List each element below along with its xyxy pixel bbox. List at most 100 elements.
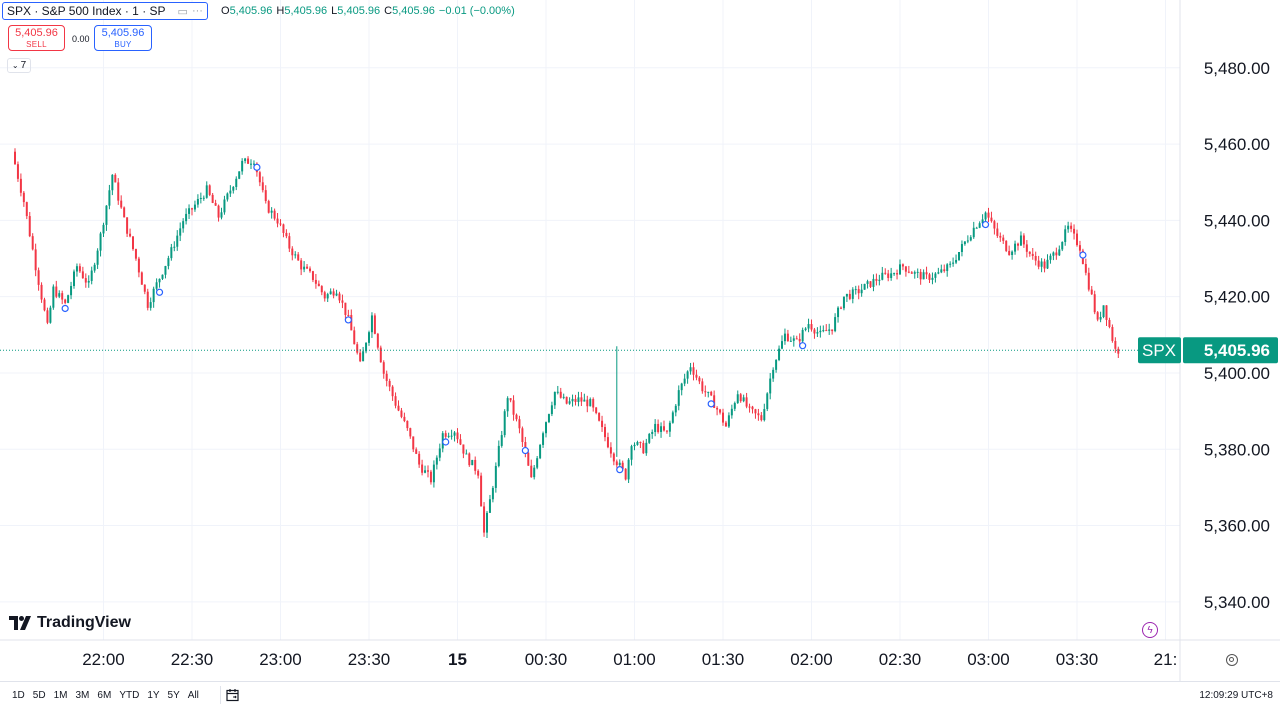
candle-body xyxy=(238,171,241,179)
candle-body xyxy=(946,264,949,272)
candle-body xyxy=(834,317,837,332)
tradingview-logo[interactable]: TradingView xyxy=(9,614,131,632)
more-icon[interactable]: ··· xyxy=(191,5,203,17)
candle-body xyxy=(418,453,421,465)
candle-body xyxy=(317,283,320,287)
candle-body xyxy=(193,204,196,210)
event-marker[interactable] xyxy=(799,342,807,350)
candle-body xyxy=(282,224,285,233)
candle-body xyxy=(1076,233,1078,246)
candle-body xyxy=(462,444,465,454)
event-marker[interactable] xyxy=(442,438,450,446)
candle-body xyxy=(586,399,589,407)
candle-body xyxy=(615,461,618,466)
candle-body xyxy=(751,406,754,410)
candle-body xyxy=(37,270,40,285)
candle-body xyxy=(102,224,105,234)
candle-body xyxy=(229,190,232,194)
x-tick-label: 02:30 xyxy=(879,650,922,669)
event-marker[interactable] xyxy=(344,316,352,324)
candle-body xyxy=(244,158,247,161)
high-value: 5,405.96 xyxy=(284,5,328,17)
candle-body xyxy=(93,264,96,271)
clock[interactable]: 12:09:29 UTC+8 xyxy=(1199,690,1273,701)
range-button-5d[interactable]: 5D xyxy=(32,690,46,701)
tradingview-logo-icon xyxy=(9,616,31,630)
close-value: 5,405.96 xyxy=(392,5,435,17)
candle-body xyxy=(250,163,252,165)
buy-button[interactable]: 5,405.96 BUY xyxy=(94,25,152,51)
candle-body xyxy=(61,293,64,300)
event-marker[interactable] xyxy=(1079,251,1087,259)
candle-body xyxy=(860,289,863,294)
candle-body xyxy=(40,284,43,300)
brand-name: TradingView xyxy=(37,614,131,631)
time-axis[interactable]: 22:00 22:30 23:00 23:30 15 00:30 01:00 01:30 02:… xyxy=(82,650,1177,669)
candle-body xyxy=(707,391,710,393)
candle-body xyxy=(415,449,418,454)
range-button-1m[interactable]: 1M xyxy=(53,690,68,701)
range-button-6m[interactable]: 6M xyxy=(97,690,112,701)
event-marker[interactable] xyxy=(521,446,529,455)
candle-body xyxy=(819,330,822,333)
hide-icon[interactable]: ▭ xyxy=(177,5,188,18)
candle-body xyxy=(338,293,341,301)
candle-body xyxy=(217,205,220,218)
candle-body xyxy=(842,296,845,309)
ohlc-legend: O5,405.96 H5,405.96 L5,405.96 C5,405.96 … xyxy=(221,5,515,17)
candle-body xyxy=(356,344,359,353)
candle-body xyxy=(601,420,604,428)
sell-button[interactable]: 5,405.96 SELL xyxy=(8,25,65,51)
candle-body xyxy=(612,453,615,462)
candle-body xyxy=(580,397,583,402)
candle-body xyxy=(412,436,415,450)
candle-body xyxy=(583,399,586,402)
candle-body xyxy=(382,362,385,374)
price-chart[interactable]: 5,480.00 5,460.00 5,440.00 5,420.00 5,400.00… xyxy=(0,0,1280,681)
x-tick-label: 21: xyxy=(1154,650,1178,669)
event-marker[interactable] xyxy=(61,304,69,313)
candle-body xyxy=(344,302,347,315)
candle-body xyxy=(713,395,716,408)
range-button-all[interactable]: All xyxy=(187,690,199,701)
candle-body xyxy=(176,235,179,247)
price-axis[interactable]: 5,480.00 5,460.00 5,440.00 5,420.00 5,400.00… xyxy=(1204,59,1270,612)
range-button-3m[interactable]: 3M xyxy=(75,690,90,701)
event-marker[interactable] xyxy=(253,163,261,171)
candle-body xyxy=(373,315,376,334)
event-marker[interactable] xyxy=(707,400,715,408)
candle-body xyxy=(188,208,191,214)
candle-body xyxy=(571,398,574,402)
candle-body xyxy=(547,414,550,423)
candle-body xyxy=(1034,256,1037,261)
candle-body xyxy=(913,272,916,274)
lightning-icon[interactable]: ϟ xyxy=(1142,622,1158,638)
candle-body xyxy=(810,324,813,330)
candle-body xyxy=(247,158,250,164)
candle-body xyxy=(329,291,332,295)
range-button-ytd[interactable]: YTD xyxy=(119,690,140,701)
candle-body xyxy=(624,468,627,480)
candle-body xyxy=(592,399,595,408)
event-marker[interactable] xyxy=(155,288,164,296)
indicators-toggle[interactable]: ⌄ 7 xyxy=(7,58,31,73)
event-marker[interactable] xyxy=(981,220,990,229)
candle-body xyxy=(149,302,152,308)
open-label: O xyxy=(221,5,230,17)
candle-body xyxy=(70,286,73,296)
event-marker[interactable] xyxy=(616,466,624,474)
range-button-1y[interactable]: 1Y xyxy=(147,690,160,701)
candle-body xyxy=(739,394,742,402)
candle-body xyxy=(114,174,117,183)
calendar-icon[interactable] xyxy=(226,688,240,702)
candle-body xyxy=(866,281,869,284)
gear-icon[interactable] xyxy=(1226,654,1238,666)
candle-body xyxy=(757,413,760,416)
candle-body xyxy=(450,435,453,437)
symbol-search-box[interactable]: SPX · S&P 500 Index · 1 · SP ▭ ··· xyxy=(2,2,208,20)
candle-body xyxy=(500,435,503,446)
candle-body xyxy=(801,329,804,342)
candle-body xyxy=(760,415,763,421)
range-button-5y[interactable]: 5Y xyxy=(167,690,180,701)
range-button-1d[interactable]: 1D xyxy=(12,690,25,701)
